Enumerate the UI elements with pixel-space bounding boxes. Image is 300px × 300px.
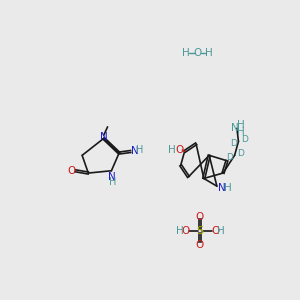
Text: D: D	[226, 153, 233, 162]
Text: H: H	[217, 226, 225, 236]
Text: D: D	[230, 139, 237, 148]
Text: D: D	[237, 149, 244, 158]
Text: O: O	[67, 166, 76, 176]
Text: D: D	[241, 136, 248, 145]
Text: O: O	[175, 145, 183, 155]
Text: N: N	[231, 123, 239, 134]
Text: H: H	[109, 177, 117, 187]
Text: H: H	[205, 48, 213, 58]
Text: H: H	[237, 119, 244, 130]
Text: S: S	[196, 226, 203, 236]
Text: N: N	[107, 172, 115, 182]
Text: H: H	[224, 184, 232, 194]
Text: O: O	[181, 226, 189, 236]
Text: H: H	[182, 48, 190, 58]
Text: H: H	[176, 226, 184, 236]
Text: H: H	[168, 145, 176, 155]
Text: N: N	[130, 146, 138, 157]
Text: N: N	[100, 132, 108, 142]
Text: O: O	[196, 240, 204, 250]
Text: H: H	[237, 127, 244, 137]
Text: H: H	[136, 145, 144, 155]
Text: O: O	[196, 212, 204, 222]
Text: O: O	[211, 226, 220, 236]
Text: O: O	[194, 48, 202, 58]
Text: N: N	[218, 184, 225, 194]
